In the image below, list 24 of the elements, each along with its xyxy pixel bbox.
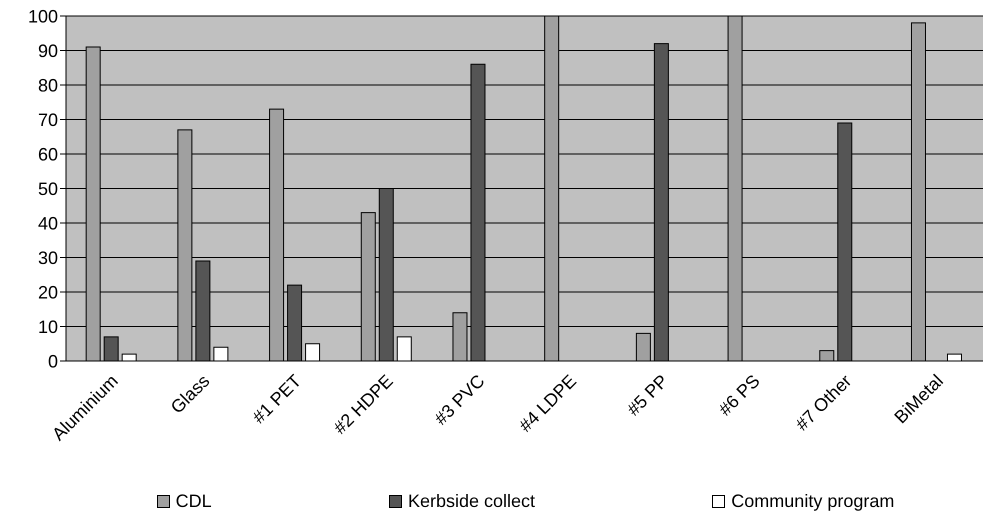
y-tick-label: 10 (38, 316, 58, 337)
legend-label: Community program (730, 491, 894, 512)
y-tick-label: 0 (48, 351, 58, 372)
y-tick-label: 40 (38, 213, 58, 234)
bar (213, 346, 228, 361)
bar (104, 336, 119, 361)
bar (396, 336, 412, 361)
bar (305, 343, 320, 361)
y-tick-label: 70 (38, 110, 58, 130)
y-tick-label: 20 (38, 282, 58, 302)
x-tick-label: #6 PS (714, 370, 764, 420)
y-tick-label: 100 (28, 6, 58, 26)
bar (636, 332, 651, 361)
y-tick-label: 80 (38, 75, 58, 96)
bar (946, 354, 962, 361)
y-tick-label: 90 (38, 40, 58, 61)
bar (819, 350, 834, 361)
x-tick-label: #5 PP (623, 370, 672, 420)
legend-label: CDL (174, 491, 212, 512)
y-tick-label: 50 (38, 178, 58, 199)
bar (122, 354, 137, 361)
y-tick-label: 60 (38, 144, 58, 164)
y-tick-label: 30 (38, 248, 58, 268)
legend-label: Kerbside collect (406, 491, 536, 512)
